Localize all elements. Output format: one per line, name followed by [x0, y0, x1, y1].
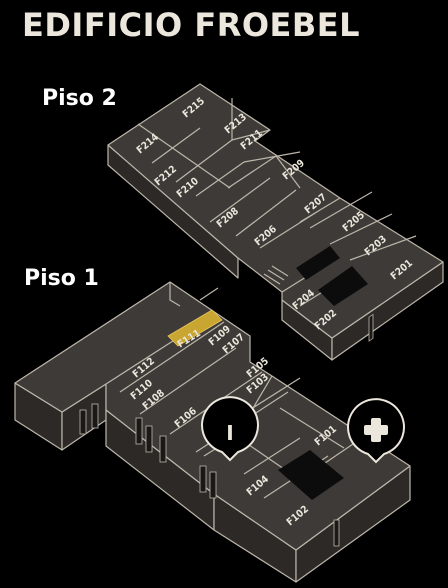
- floor-1-window: [159, 435, 167, 463]
- floor-1-window: [209, 471, 217, 499]
- first-aid-marker[interactable]: [347, 398, 405, 464]
- room-highlight-F111: [167, 309, 223, 347]
- floor-label-piso-1: Piso 1: [24, 266, 99, 291]
- floor-1-window: [91, 403, 99, 429]
- info-marker[interactable]: I: [201, 396, 259, 462]
- floor-1-window: [145, 425, 153, 453]
- floor-1-window: [79, 409, 87, 435]
- floor-1-stairs: [278, 450, 344, 500]
- floor-2-plan: F215 F214 F213 F211 F212 F210 F209 F207 …: [107, 83, 444, 361]
- floor-1-window: [199, 465, 207, 493]
- floor-2-corridor: [318, 266, 368, 306]
- building-title: EDIFICIO FROEBEL: [22, 6, 361, 44]
- floor-2-stairs: [296, 246, 340, 280]
- floor-2-steps: [263, 265, 289, 285]
- floor-label-piso-2: Piso 2: [42, 86, 117, 111]
- info-icon: I: [226, 421, 233, 445]
- first-aid-icon: [364, 418, 388, 442]
- floor-2-window: [368, 313, 374, 342]
- floor-1-window: [333, 519, 340, 547]
- floor-1-window: [135, 417, 143, 445]
- info-pin[interactable]: [201, 396, 259, 462]
